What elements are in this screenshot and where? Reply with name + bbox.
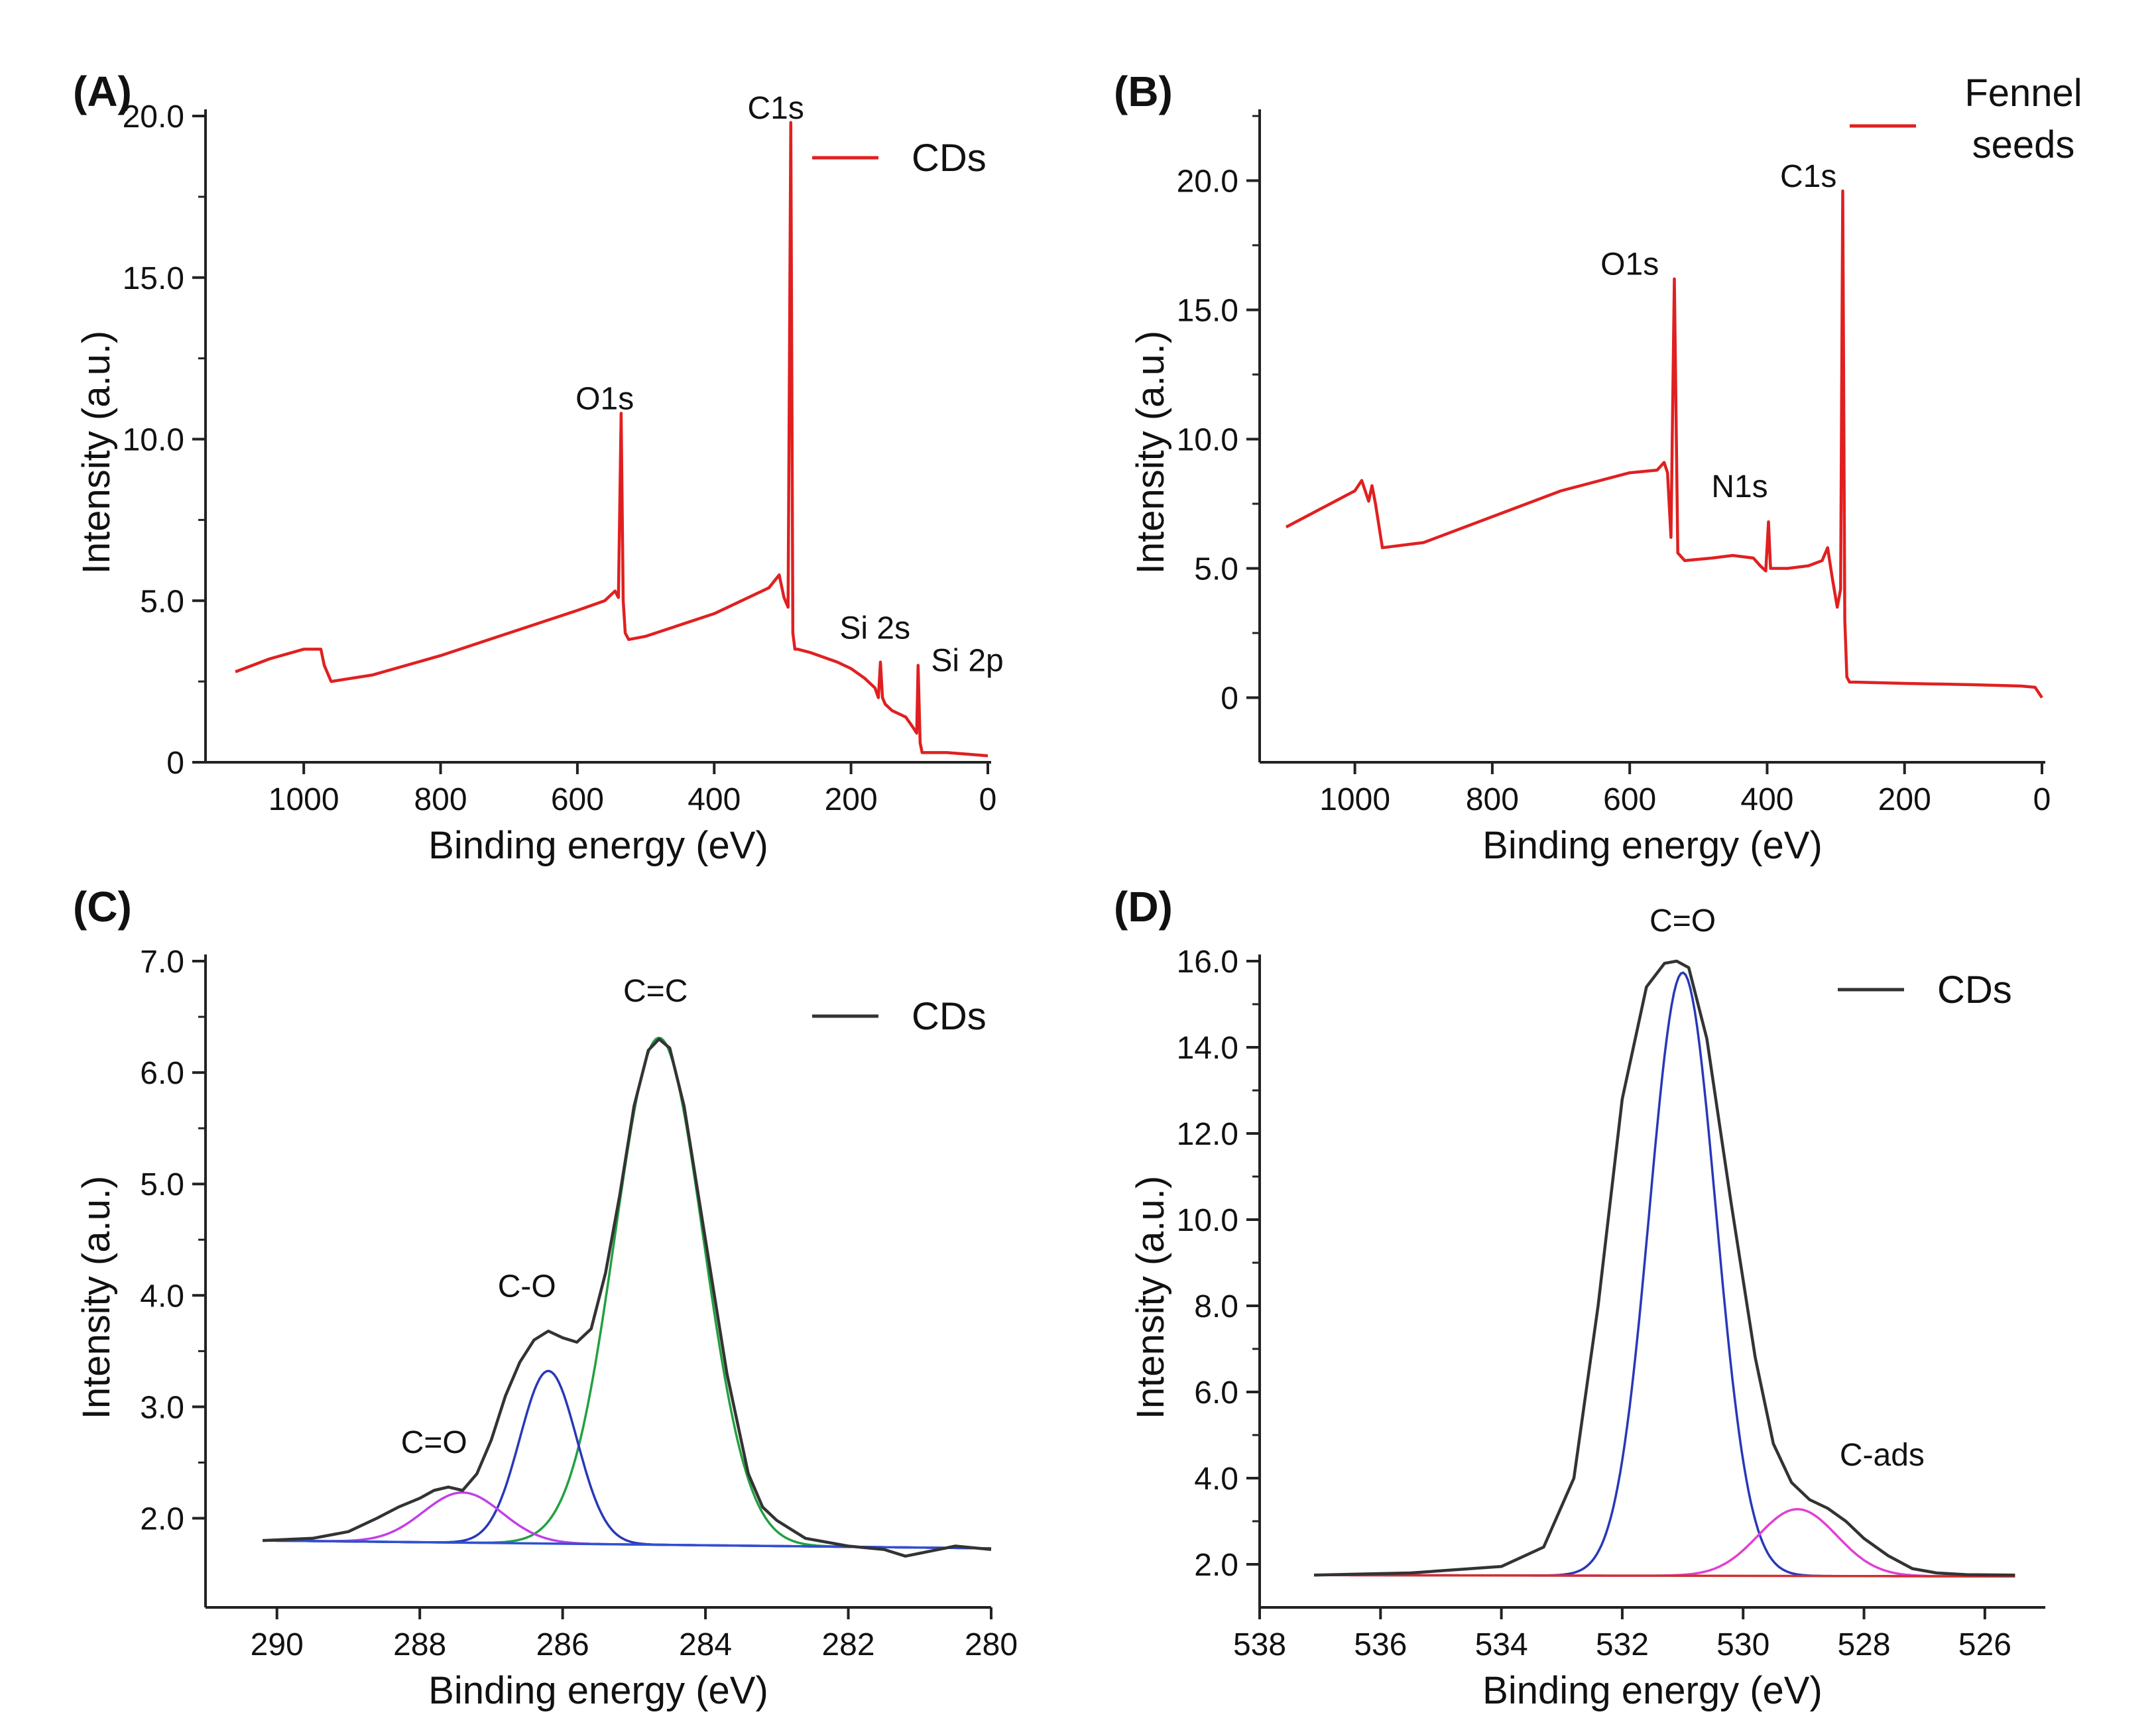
legend-label: seeds [1972, 123, 2075, 166]
y-tick-label: 16.0 [1177, 945, 1238, 980]
peak-annotation: C-O [498, 1269, 556, 1304]
y-tick-label: 6.0 [1194, 1375, 1238, 1411]
x-axis-label: Binding energy (eV) [428, 1669, 768, 1712]
y-tick-label: 14.0 [1177, 1031, 1238, 1066]
x-tick-label: 538 [1233, 1627, 1286, 1662]
series-cds-line [263, 1037, 992, 1558]
y-tick-label: 5.0 [140, 1167, 184, 1202]
x-tick-label: 800 [1466, 782, 1519, 817]
peak-annotation: C-ads [1840, 1438, 1925, 1473]
legend-label: CDs [1937, 968, 2012, 1012]
y-tick-label: 8.0 [1194, 1289, 1238, 1324]
panel-label: (C) [73, 883, 132, 931]
y-tick-label: 3.0 [140, 1390, 184, 1425]
y-axis-label: Intensity (a.u.) [1129, 1176, 1172, 1419]
x-tick-label: 400 [1740, 782, 1793, 817]
x-tick-label: 1000 [1319, 782, 1390, 817]
panel-b: (B) 1000 800 600 400 200 0 0 5.0 10.0 15.0 20.0 Bind… [1114, 68, 2082, 867]
x-tick-label: 288 [393, 1627, 446, 1662]
y-tick-label: 20.0 [1177, 164, 1238, 200]
x-tick-label: 290 [251, 1627, 304, 1662]
x-tick-label: 530 [1716, 1627, 1769, 1662]
series-cds-line [1313, 959, 2015, 1577]
series-c-c-fit-line [263, 1036, 991, 1550]
panel-c: (C) 290 288 286 284 282 280 2.0 3.0 4.0 5.0 6.0 7.0 B… [73, 883, 1018, 1712]
x-tick-label: 536 [1354, 1627, 1407, 1662]
peak-annotation: O1s [1600, 247, 1659, 282]
x-tick-label: 526 [1958, 1627, 2011, 1662]
x-tick-label: 200 [1878, 782, 1931, 817]
x-axis-label: Binding energy (eV) [428, 824, 768, 867]
x-axis-label: Binding energy (eV) [1482, 1669, 1823, 1712]
peak-annotation: Si 2s [839, 611, 910, 646]
x-tick-label: 286 [536, 1627, 589, 1662]
x-tick-label: 600 [551, 782, 604, 817]
y-tick-label: 4.0 [1194, 1462, 1238, 1497]
y-tick-label: 4.0 [140, 1279, 184, 1314]
y-tick-label: 20.0 [123, 99, 184, 135]
y-tick-label: 15.0 [123, 261, 184, 296]
peak-annotation: C=O [1649, 903, 1716, 939]
y-tick-label: 0 [1221, 681, 1238, 717]
y-tick-label: 6.0 [140, 1056, 184, 1091]
x-tick-label: 528 [1837, 1627, 1890, 1662]
y-tick-label: 5.0 [1194, 552, 1238, 587]
series-baseline-line [1313, 1574, 2015, 1578]
x-tick-label: 532 [1596, 1627, 1649, 1662]
y-tick-label: 10.0 [1177, 1203, 1238, 1238]
x-tick-label: 800 [414, 782, 467, 817]
y-tick-label: 2.0 [140, 1502, 184, 1537]
peak-annotation: C=C [623, 974, 688, 1009]
legend-label: CDs [912, 137, 987, 180]
peak-annotation: O1s [575, 382, 634, 417]
x-tick-label: 282 [821, 1627, 874, 1662]
y-axis-label: Intensity (a.u.) [75, 331, 118, 574]
x-tick-label: 0 [2033, 782, 2051, 817]
x-tick-label: 534 [1475, 1627, 1528, 1662]
y-tick-label: 2.0 [1194, 1548, 1238, 1583]
y-tick-label: 12.0 [1177, 1117, 1238, 1152]
peak-annotation: C1s [747, 91, 804, 126]
x-tick-label: 1000 [269, 782, 339, 817]
x-tick-label: 0 [979, 782, 997, 817]
y-tick-label: 7.0 [140, 945, 184, 980]
x-tick-label: 284 [679, 1627, 732, 1662]
peak-annotation: N1s [1711, 469, 1767, 504]
panel-label: (B) [1114, 68, 1173, 115]
legend-label: CDs [912, 995, 987, 1038]
y-tick-label: 15.0 [1177, 294, 1238, 329]
y-tick-label: 5.0 [140, 584, 184, 619]
x-tick-label: 280 [965, 1627, 1018, 1662]
peak-annotation: Si 2p [931, 643, 1003, 678]
peak-annotation: C1s [1780, 159, 1836, 194]
x-tick-label: 200 [825, 782, 878, 817]
panel-a: (A) 1000 800 600 400 200 0 0 5.0 10.0 15.0 20.0 Bind… [73, 68, 1004, 867]
series-fennel-seeds-line [1285, 189, 2043, 699]
y-tick-label: 0 [166, 746, 184, 781]
y-axis-label: Intensity (a.u.) [1129, 331, 1172, 574]
x-tick-label: 400 [688, 782, 741, 817]
series-cds-line [235, 121, 988, 758]
panel-d: (D) 538 536 534 532 530 528 526 2.0 4.0 6.0 8.0 10.0… [1114, 883, 2045, 1712]
series-c-o-fit-line [1314, 971, 2015, 1578]
y-tick-label: 10.0 [123, 423, 184, 458]
peak-annotation: C=O [401, 1425, 467, 1460]
legend-label: Fennel [1964, 72, 2082, 115]
y-tick-label: 10.0 [1177, 423, 1238, 458]
panel-label: (D) [1114, 883, 1173, 931]
panel-label: (A) [73, 68, 132, 115]
y-axis-label: Intensity (a.u.) [75, 1176, 118, 1419]
x-axis-label: Binding energy (eV) [1482, 824, 1823, 867]
x-tick-label: 600 [1603, 782, 1656, 817]
